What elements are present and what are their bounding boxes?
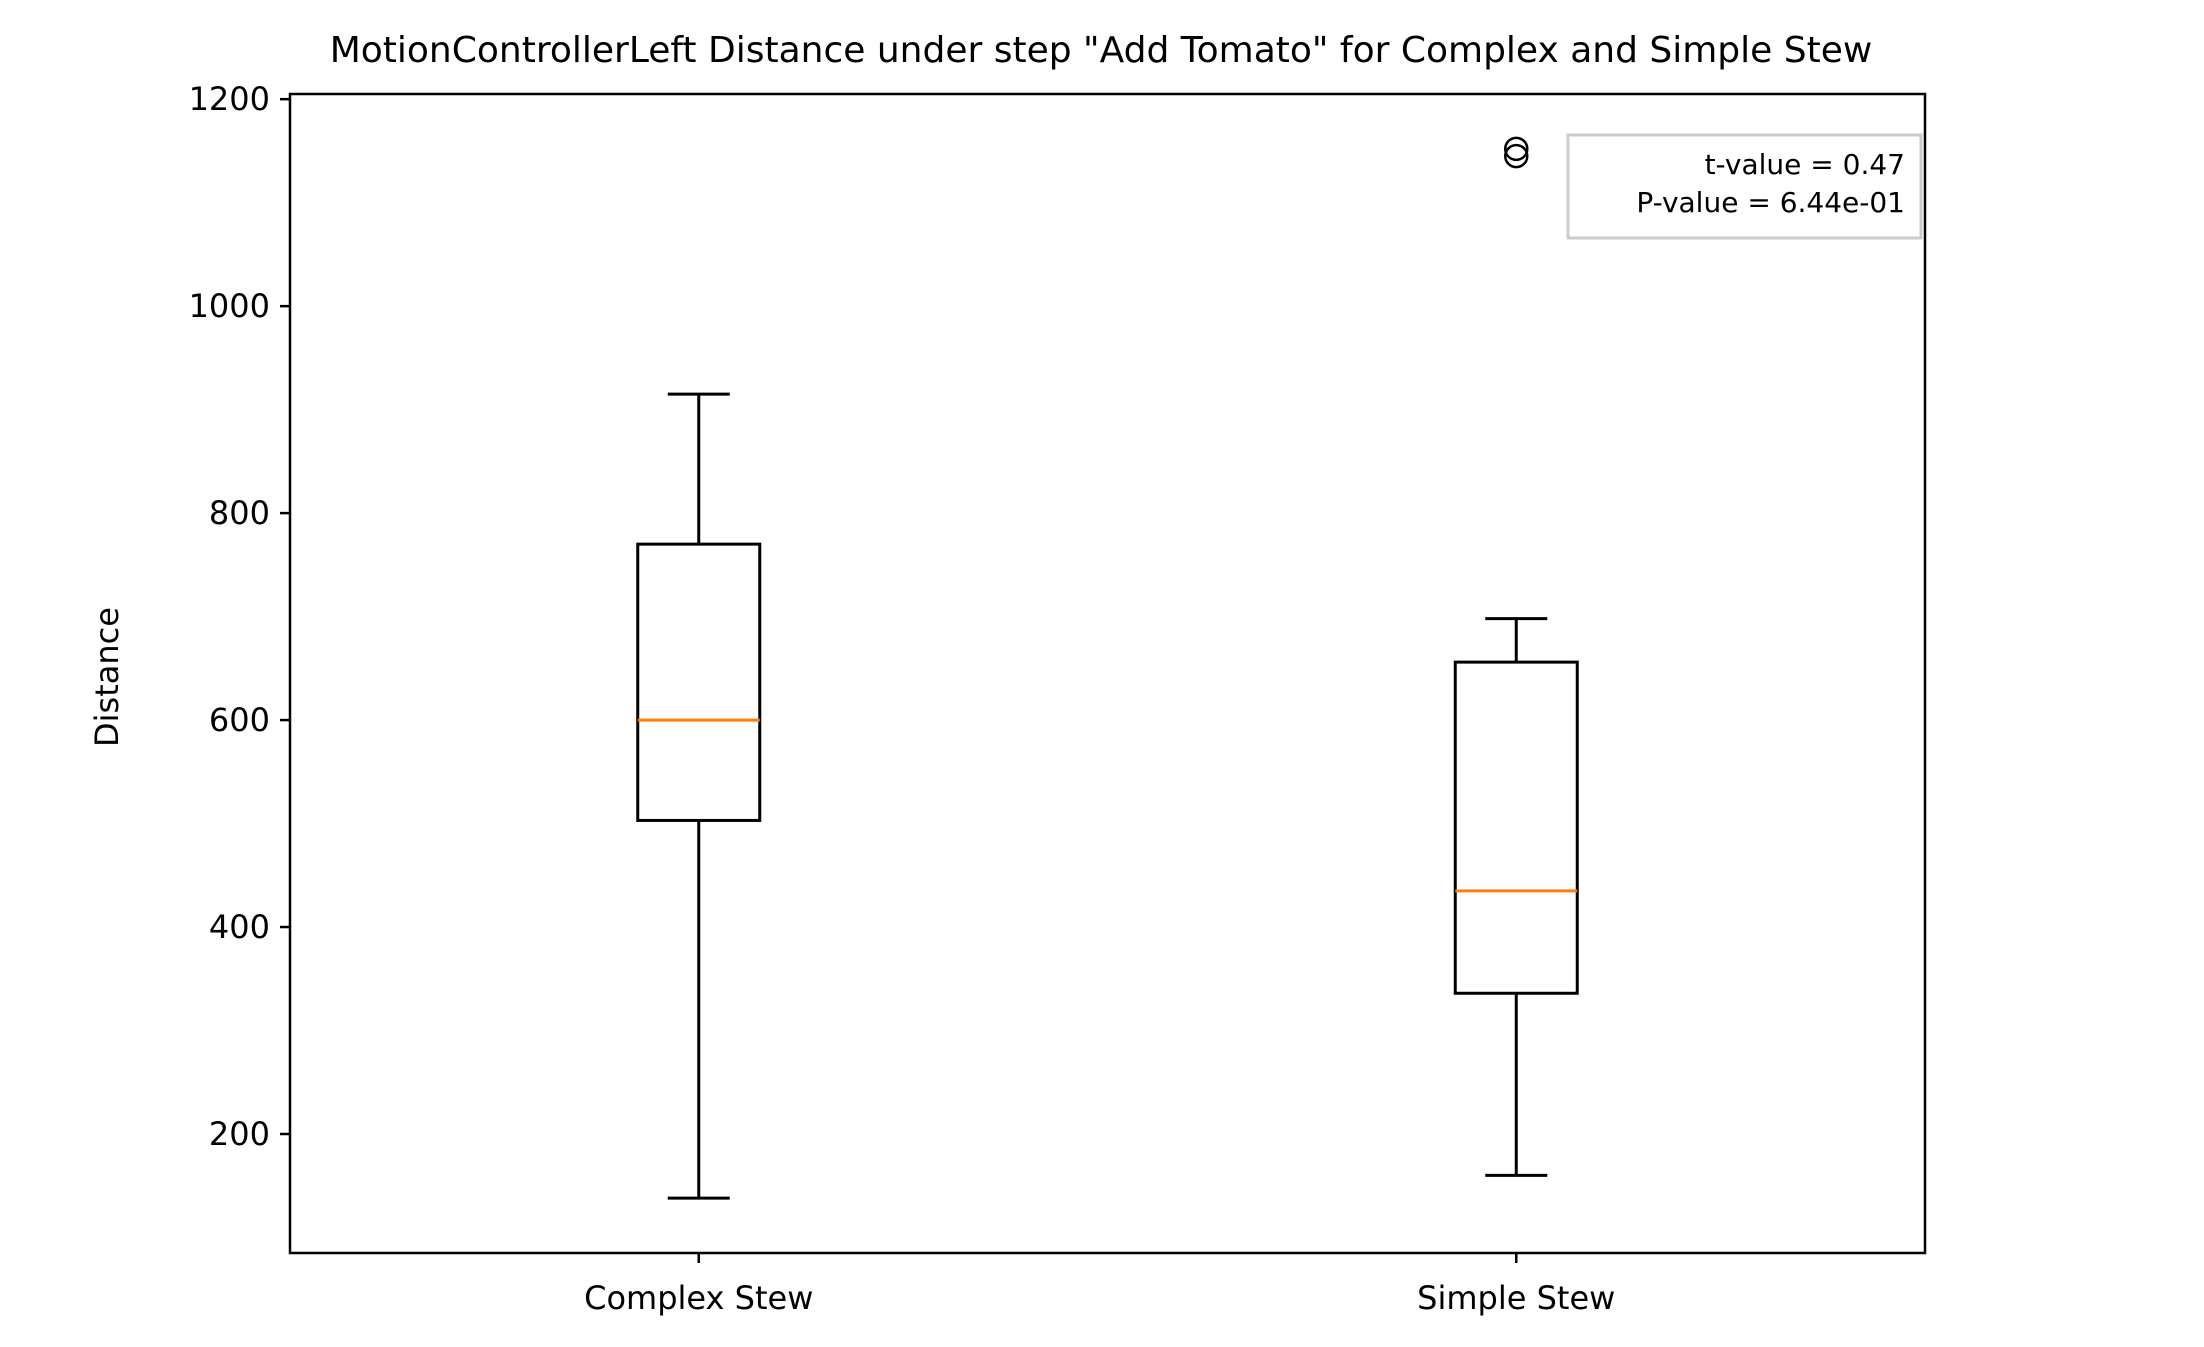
annotation-p-value: P-value = 6.44e-01: [1636, 186, 1905, 219]
outlier-simple-stew-1: [1504, 143, 1529, 169]
annotation-layer: t-value = 0.47 P-value = 6.44e-01: [1566, 133, 1923, 240]
box-complex-stew: [636, 542, 762, 822]
y-tick-label-1000: 1000: [189, 287, 270, 325]
annotation-box: [1566, 133, 1923, 240]
chart-title: MotionControllerLeft Distance under step…: [330, 30, 1873, 71]
annotation-t-value: t-value = 0.47: [1705, 148, 1905, 181]
y-tick-label-1200: 1200: [189, 80, 270, 118]
y-axis-label: Distance: [88, 607, 126, 747]
y-tick-label-200: 200: [209, 1115, 270, 1153]
y-tick-label-600: 600: [209, 701, 270, 739]
x-tick-label-simple-stew: Simple Stew: [1417, 1279, 1615, 1317]
box-simple-stew: [1453, 660, 1579, 995]
x-tick-label-complex-stew: Complex Stew: [584, 1279, 813, 1317]
axes-layer: 200 400 600 800 1000 1200 Complex Stew Simple S…: [189, 80, 1927, 1317]
y-tick-label-400: 400: [209, 908, 270, 946]
plot-layer: [636, 136, 1579, 1200]
plot-frame: [288, 92, 1927, 1255]
outlier-simple-stew-2: [1504, 136, 1529, 162]
y-tick-label-800: 800: [209, 494, 270, 532]
